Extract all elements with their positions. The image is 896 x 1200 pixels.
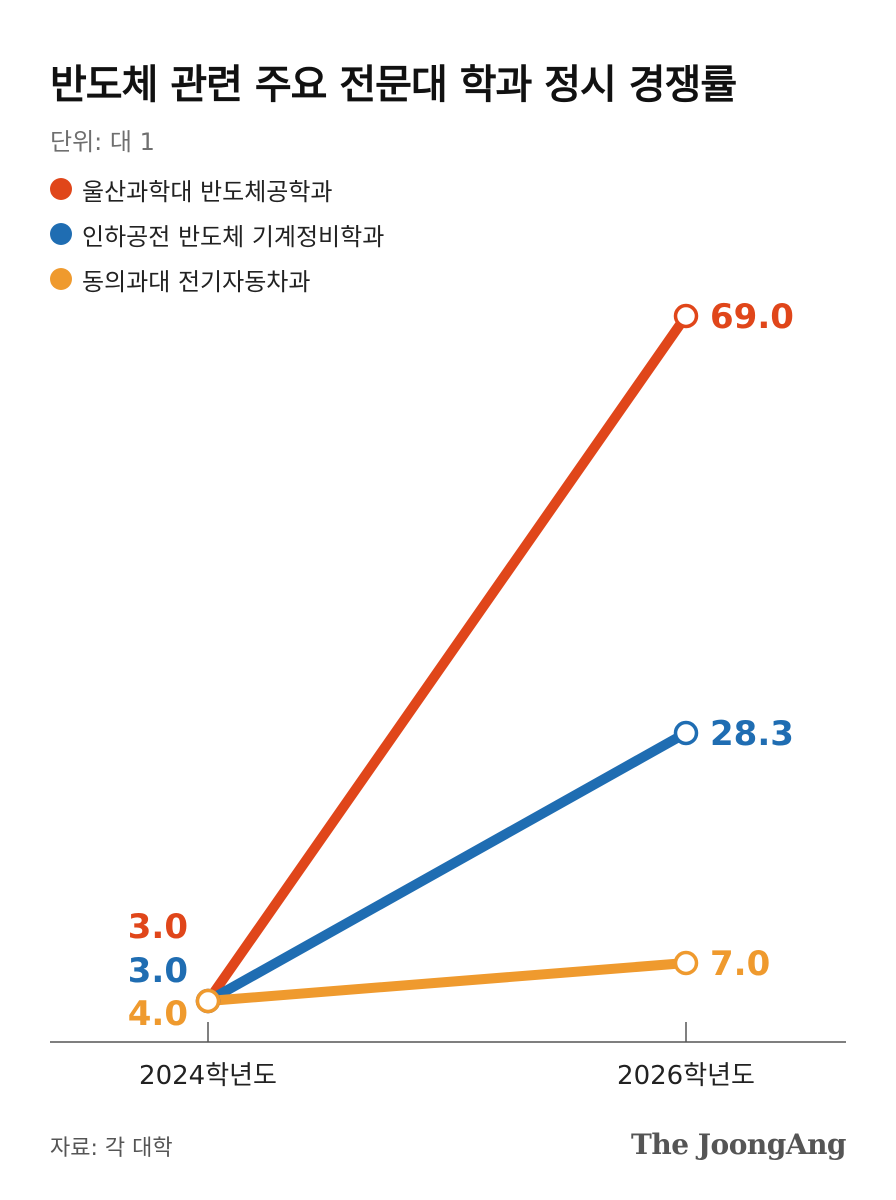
data-label: 3.0 bbox=[128, 907, 188, 947]
unit-label: 단위: 대 1 bbox=[50, 128, 155, 156]
legend-dot-icon bbox=[50, 223, 72, 245]
data-label: 3.0 bbox=[128, 951, 188, 991]
legend-item: 동의과대 전기자동차과 bbox=[50, 266, 384, 296]
data-point bbox=[195, 988, 221, 1014]
brand-logo: The JoongAng bbox=[631, 1128, 846, 1161]
legend-item: 인하공전 반도체 기계정비학과 bbox=[50, 221, 384, 251]
series-line bbox=[203, 311, 691, 1006]
data-point bbox=[673, 950, 699, 976]
legend-dot-icon bbox=[50, 268, 72, 290]
data-label: 4.0 bbox=[128, 994, 188, 1034]
series-layer: 3.0 69.0 3.0 28.3 4.0 7.0 bbox=[128, 297, 794, 1034]
source-note: 자료: 각 대학 bbox=[50, 1136, 173, 1161]
data-point bbox=[673, 303, 699, 329]
series-line bbox=[203, 728, 691, 1006]
x-tick-label: 2024학년도 bbox=[139, 1061, 277, 1091]
legend-label: 울산과학대 반도체공학과 bbox=[82, 177, 333, 206]
legend: 울산과학대 반도체공학과 인하공전 반도체 기계정비학과 동의과대 전기자동차과 bbox=[50, 176, 384, 311]
legend-item: 울산과학대 반도체공학과 bbox=[50, 176, 384, 206]
data-label: 28.3 bbox=[710, 714, 794, 754]
chart-title: 반도체 관련 주요 전문대 학과 정시 경쟁률 bbox=[50, 62, 737, 108]
legend-label: 동의과대 전기자동차과 bbox=[82, 267, 311, 296]
legend-dot-icon bbox=[50, 178, 72, 200]
series-line bbox=[203, 958, 691, 1006]
x-tick-label: 2026학년도 bbox=[617, 1061, 755, 1091]
legend-label: 인하공전 반도체 기계정비학과 bbox=[82, 222, 385, 251]
data-label: 69.0 bbox=[710, 297, 794, 337]
data-label: 7.0 bbox=[710, 944, 770, 984]
data-point bbox=[673, 720, 699, 746]
